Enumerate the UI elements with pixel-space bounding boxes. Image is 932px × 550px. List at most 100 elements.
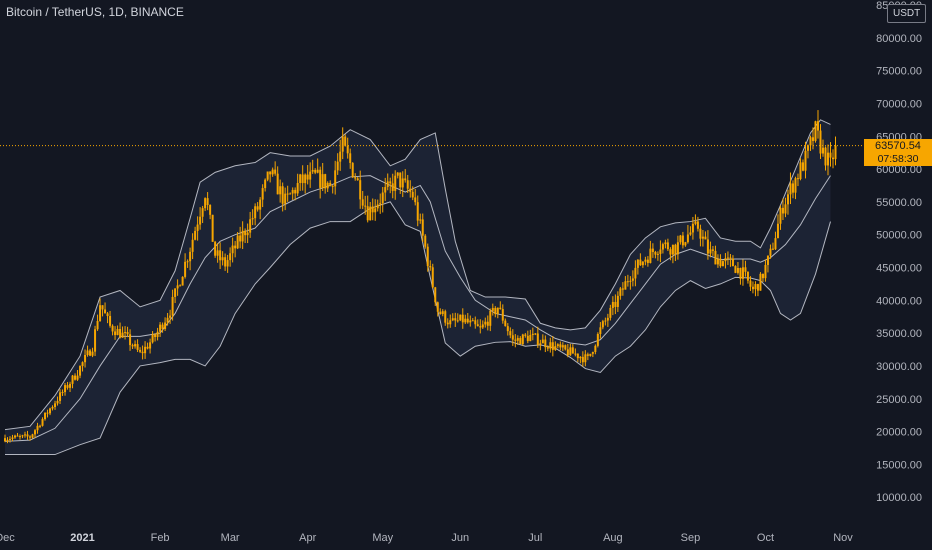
candle bbox=[809, 135, 812, 151]
candlestick-series bbox=[4, 110, 837, 444]
candle-body bbox=[581, 356, 584, 363]
candle-body bbox=[509, 331, 512, 336]
candle bbox=[529, 329, 532, 342]
candle-body bbox=[239, 235, 242, 242]
candle-body bbox=[819, 130, 822, 154]
time-axis-tick-label: May bbox=[372, 532, 393, 544]
candle-body bbox=[339, 151, 342, 162]
candle-body bbox=[341, 136, 344, 152]
candle bbox=[816, 110, 819, 139]
candle bbox=[456, 313, 459, 323]
candle bbox=[671, 244, 674, 264]
candle bbox=[189, 247, 192, 271]
candle-body bbox=[431, 267, 434, 288]
candle-body bbox=[159, 324, 162, 332]
candle-body bbox=[741, 267, 744, 279]
candle bbox=[104, 302, 107, 314]
candle bbox=[426, 243, 429, 272]
candle bbox=[689, 226, 692, 236]
candle-body bbox=[556, 344, 559, 347]
candle-body bbox=[806, 145, 809, 151]
time-axis[interactable]: Dec 2021 Feb Mar Apr May Jun Jul Aug Sep Oct Nov bbox=[0, 532, 853, 544]
candle bbox=[606, 313, 609, 327]
candle bbox=[471, 318, 474, 322]
candle bbox=[256, 202, 259, 212]
candle bbox=[331, 184, 334, 194]
candle bbox=[496, 307, 499, 319]
candle-body bbox=[591, 351, 594, 354]
candle bbox=[781, 198, 784, 221]
candle-body bbox=[336, 161, 339, 171]
time-axis-tick-label: Apr bbox=[299, 532, 316, 544]
candle-body bbox=[486, 321, 489, 326]
candle-body bbox=[181, 276, 184, 286]
price-axis[interactable]: 10000.00 15000.00 20000.00 25000.00 30000.00… bbox=[876, 0, 922, 504]
candle-body bbox=[751, 286, 754, 290]
candle-body bbox=[59, 392, 62, 401]
candle-body bbox=[174, 288, 177, 297]
candle bbox=[416, 195, 419, 227]
candle bbox=[661, 242, 664, 254]
candle bbox=[64, 382, 67, 396]
candle bbox=[511, 329, 514, 346]
price-axis-tick-label: 15000.00 bbox=[876, 459, 922, 471]
candle bbox=[461, 308, 464, 329]
candle bbox=[84, 349, 87, 368]
candle bbox=[439, 308, 442, 315]
candle-body bbox=[419, 219, 422, 221]
candle-body bbox=[149, 342, 152, 349]
candle bbox=[326, 181, 329, 192]
candle-body bbox=[291, 189, 294, 194]
candle bbox=[91, 347, 94, 358]
candle bbox=[11, 434, 14, 442]
candle-body bbox=[756, 284, 759, 291]
candle-body bbox=[506, 326, 509, 332]
candle-body bbox=[691, 223, 694, 233]
candle-body bbox=[624, 281, 627, 290]
candle-body bbox=[771, 248, 774, 250]
currency-unit-badge[interactable]: USDT bbox=[887, 4, 927, 23]
candle bbox=[674, 243, 677, 262]
candle-body bbox=[834, 145, 837, 160]
candle-body bbox=[31, 434, 34, 438]
time-axis-tick-label: Dec bbox=[0, 532, 15, 544]
candle-body bbox=[594, 345, 597, 352]
candle-body bbox=[191, 239, 194, 252]
candle-body bbox=[171, 296, 174, 316]
candle-body bbox=[84, 354, 87, 363]
candle-body bbox=[639, 259, 642, 266]
candle-body bbox=[209, 205, 212, 215]
candle-body bbox=[426, 246, 429, 267]
candle-body bbox=[516, 338, 519, 341]
candle bbox=[196, 216, 199, 241]
candle bbox=[26, 430, 29, 440]
candle-body bbox=[759, 273, 762, 291]
candle-body bbox=[14, 435, 17, 438]
candle bbox=[381, 186, 384, 213]
candle bbox=[49, 407, 52, 416]
candle-body bbox=[421, 219, 424, 236]
candle bbox=[621, 282, 624, 296]
candle-body bbox=[664, 242, 667, 245]
candle-body bbox=[309, 171, 312, 180]
candle bbox=[311, 159, 314, 174]
candle bbox=[364, 195, 367, 215]
candle bbox=[451, 313, 454, 322]
candle bbox=[726, 251, 729, 265]
candle-body bbox=[44, 412, 47, 420]
candle bbox=[71, 374, 74, 389]
candle bbox=[151, 331, 154, 344]
candle bbox=[644, 256, 647, 266]
candle-body bbox=[791, 183, 794, 193]
candle bbox=[109, 310, 112, 328]
candle-body bbox=[636, 259, 639, 268]
candle bbox=[591, 351, 594, 358]
candle bbox=[611, 296, 614, 316]
candle bbox=[279, 179, 282, 203]
candle-body bbox=[634, 267, 637, 279]
candle bbox=[564, 344, 567, 351]
candle bbox=[569, 343, 572, 356]
candle-body bbox=[781, 207, 784, 214]
candle-body bbox=[389, 181, 392, 184]
